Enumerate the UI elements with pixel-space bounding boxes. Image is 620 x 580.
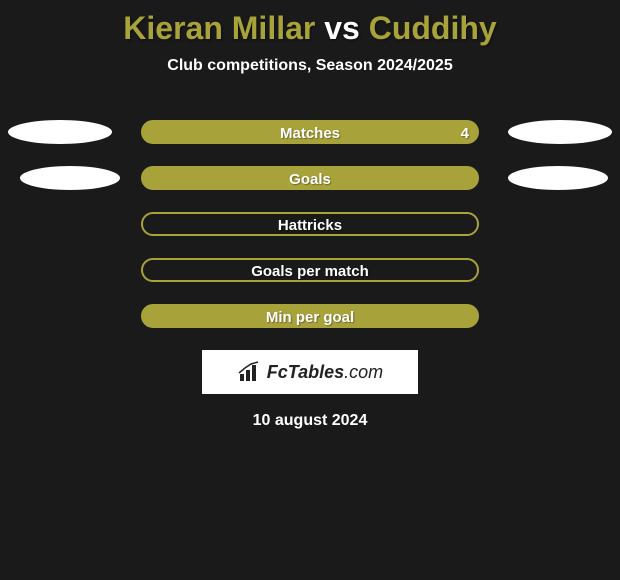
stat-row: Min per goal (0, 304, 620, 328)
stat-rows: Matches4 Goals Hattricks Goals per match Min… (0, 120, 620, 328)
title-player1: Kieran Millar (123, 10, 315, 46)
stat-label: Goals (143, 168, 477, 192)
stat-bar: Min per goal (141, 304, 479, 328)
logo-brand: FcTables (267, 362, 344, 382)
stat-label: Goals per match (143, 260, 477, 284)
stat-row: Goals (0, 166, 620, 190)
stat-row: Goals per match (0, 258, 620, 282)
title: Kieran Millar vs Cuddihy (0, 0, 620, 47)
stat-value: 4 (461, 122, 469, 146)
left-ellipse (20, 166, 120, 190)
bar-chart-icon (237, 360, 261, 384)
subtitle: Club competitions, Season 2024/2025 (0, 57, 620, 75)
title-vs: vs (324, 10, 360, 46)
logo-text: FcTables.com (267, 362, 383, 383)
stat-row: Hattricks (0, 212, 620, 236)
stat-row: Matches4 (0, 120, 620, 144)
title-player2: Cuddihy (369, 10, 497, 46)
stat-label: Min per goal (143, 306, 477, 330)
stat-bar: Goals (141, 166, 479, 190)
stat-bar: Matches4 (141, 120, 479, 144)
stat-bar: Goals per match (141, 258, 479, 282)
logo-box: FcTables.com (202, 350, 418, 394)
right-ellipse (508, 166, 608, 190)
stat-label: Matches (143, 122, 477, 146)
date: 10 august 2024 (0, 412, 620, 430)
stat-label: Hattricks (143, 214, 477, 238)
stat-bar: Hattricks (141, 212, 479, 236)
left-ellipse (8, 120, 112, 144)
right-ellipse (508, 120, 612, 144)
logo-suffix: .com (344, 362, 383, 382)
comparison-infographic: Kieran Millar vs Cuddihy Club competitio… (0, 0, 620, 580)
